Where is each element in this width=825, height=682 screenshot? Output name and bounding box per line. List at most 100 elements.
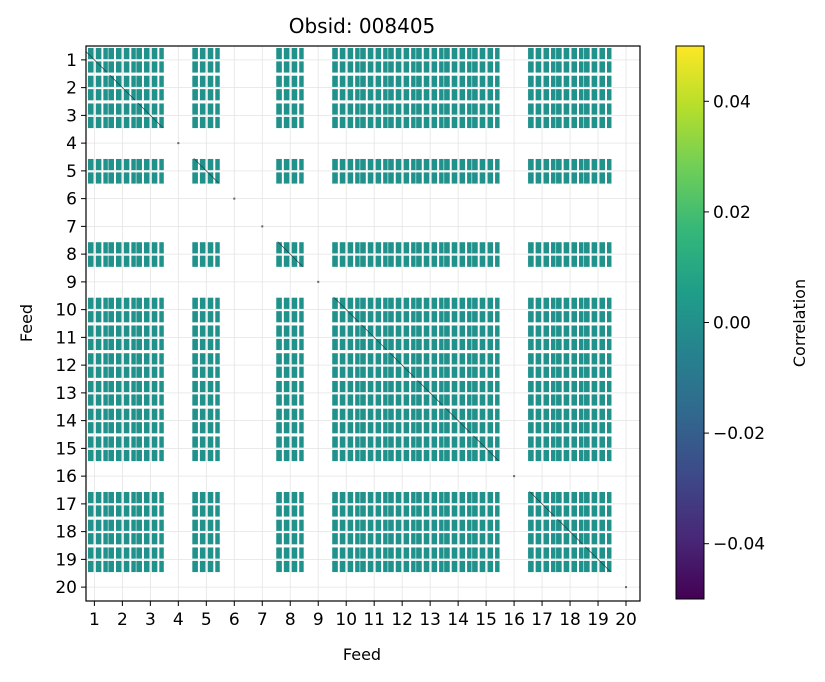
colorbar-tick-label: 0.00: [713, 314, 751, 334]
heatmap-cell: [528, 353, 556, 378]
colorbar: 0.04 0.02 0.00 −0.02 −0.04 Correlation: [675, 45, 809, 600]
heatmap-cell: [332, 325, 360, 351]
heatmap-cell: [136, 353, 164, 378]
heatmap-cell: [276, 103, 304, 129]
diagonal-marker: [193, 158, 220, 184]
x-tick-label: 4: [173, 610, 184, 630]
heatmap-cell: [388, 325, 416, 351]
heatmap-cell: [416, 408, 444, 434]
heatmap-cell: [388, 436, 416, 462]
heatmap-cell: [444, 408, 472, 434]
heatmap-cell: [360, 75, 388, 101]
heatmap-cell: [332, 103, 360, 129]
heatmap-cell: [444, 353, 472, 378]
diagonal-marker: [389, 352, 415, 378]
heatmap-cell: [360, 47, 388, 73]
heatmap-cell: [192, 436, 220, 462]
colorbar-tick-label: 0.02: [713, 203, 751, 223]
heatmap-cell: [192, 297, 220, 323]
heatmap-cell: [472, 547, 500, 573]
heatmap-cell: [528, 519, 556, 545]
heatmap-cell: [472, 380, 500, 406]
heatmap-cell: [416, 75, 444, 101]
heatmap-cell: [87, 436, 108, 462]
diagonal-marker: [177, 142, 180, 145]
heatmap-cell: [108, 353, 136, 378]
heatmap-cell: [332, 47, 360, 73]
heatmap-cell: [388, 242, 416, 267]
heatmap-cell: [388, 75, 416, 101]
heatmap-cell: [276, 158, 304, 184]
heatmap-cell: [192, 491, 220, 517]
heatmap-cell: [108, 103, 136, 129]
x-tick-label: 15: [475, 610, 497, 630]
heatmap-cell: [360, 408, 388, 434]
heatmap-cell: [332, 436, 360, 462]
heatmap-cell: [87, 297, 108, 323]
y-tick-label: 12: [55, 356, 77, 376]
x-axis-label: Feed: [343, 645, 381, 664]
heatmap-cell: [472, 353, 500, 378]
heatmap-cell: [108, 75, 136, 101]
heatmap-cell: [192, 353, 220, 378]
colorbar-gradient: [676, 46, 704, 599]
heatmap-cell: [528, 47, 556, 73]
heatmap-cell: [472, 436, 500, 462]
heatmap-cell: [136, 75, 164, 101]
heatmap-cell: [192, 408, 220, 434]
heatmap-cell: [332, 353, 360, 378]
heatmap-cell: [416, 242, 444, 267]
y-tick-label: 18: [55, 523, 77, 543]
y-tick-label: 2: [66, 79, 77, 99]
heatmap-cell: [472, 408, 500, 434]
y-axis-label: Feed: [17, 304, 36, 342]
heatmap-cell: [584, 325, 612, 351]
x-tick-label: 3: [145, 610, 156, 630]
heatmap-cell: [360, 519, 388, 545]
heatmap-cell: [528, 103, 556, 129]
heatmap-cell: [388, 47, 416, 73]
heatmap-cell: [87, 519, 108, 545]
heatmap-cell: [556, 47, 584, 73]
x-tick-label: 14: [447, 610, 469, 630]
heatmap-cell: [472, 158, 500, 184]
heatmap-cell: [528, 436, 556, 462]
heatmap-cell: [276, 47, 304, 73]
heatmap-cell: [528, 491, 556, 517]
heatmap-cell: [136, 325, 164, 351]
heatmap-cell: [472, 491, 500, 517]
heatmap-cell: [388, 297, 416, 323]
heatmap-cell: [87, 325, 108, 351]
heatmap-cell: [276, 353, 304, 378]
heatmap-cell: [360, 325, 388, 351]
y-tick-label: 6: [66, 190, 77, 210]
heatmap-cell: [584, 408, 612, 434]
heatmap-cells: [87, 47, 612, 573]
y-tick-label: 15: [55, 439, 77, 459]
heatmap-cell: [276, 491, 304, 517]
plot-background: [86, 46, 640, 601]
grid-lines: [86, 46, 640, 601]
heatmap-cell: [528, 547, 556, 573]
colorbar-label: Correlation: [790, 279, 809, 367]
heatmap-cell: [584, 103, 612, 129]
y-tick-label: 16: [55, 467, 77, 487]
heatmap-cell: [472, 519, 500, 545]
heatmap-cell: [87, 103, 108, 129]
heatmap-cell: [108, 158, 136, 184]
heatmap-cell: [136, 436, 164, 462]
heatmap-cell: [388, 353, 416, 378]
heatmap-cell: [444, 519, 472, 545]
heatmap-cell: [136, 408, 164, 434]
diagonal-marker: [137, 102, 164, 129]
heatmap-cell: [192, 242, 220, 267]
diagonal-marker: [473, 435, 499, 462]
heatmap-cell: [332, 158, 360, 184]
heatmap-cell: [360, 103, 388, 129]
diagonal-marker: [557, 518, 583, 545]
y-tick-label: 3: [66, 106, 77, 126]
heatmap-cell: [528, 325, 556, 351]
heatmap-cell: [108, 297, 136, 323]
heatmap-cell: [332, 297, 360, 323]
